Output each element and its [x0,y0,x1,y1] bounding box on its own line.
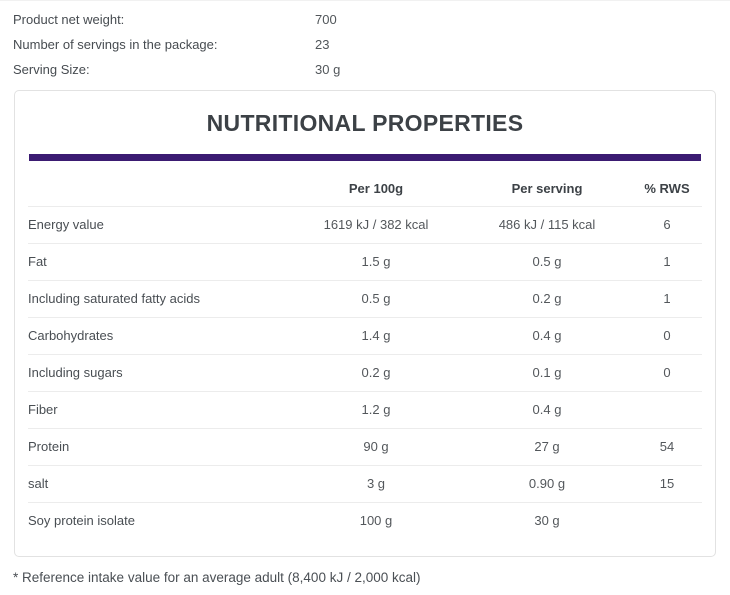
row-label-cell: Carbohydrates [28,317,290,355]
rws-cell: 1 [632,280,702,318]
net-weight-label: Product net weight: [13,12,125,27]
table-row: Including saturated fatty acids 0.5 g 0.2 … [28,280,702,318]
row-label-cell: Including saturated fatty acids [28,280,290,318]
table-row: Fiber 1.2 g 0.4 g [28,391,702,429]
per-serving-cell: 0.1 g [462,354,632,392]
info-row-net-weight: Product net weight: 700 [13,7,730,32]
info-row-servings-count: Number of servings in the package: 23 [13,32,730,57]
header-rws: % RWS [644,181,690,196]
table-row: Energy value 1619 kJ / 382 kcal 486 kJ / 1… [28,206,702,244]
serving-size-value: 30 g [315,62,341,77]
servings-count-label: Number of servings in the package: [13,37,218,52]
rws-cell [632,502,702,539]
rws-cell: 0 [632,317,702,355]
rws-cell [632,391,702,429]
info-row-serving-size: Serving Size: 30 g [13,57,730,82]
panel-title: NUTRITIONAL PROPERTIES [206,110,524,136]
reference-intake-footnote: * Reference intake value for an average … [13,570,421,585]
per-100g-cell: 1.4 g [290,317,462,355]
nutrition-table-body: Energy value 1619 kJ / 382 kcal 486 kJ / 1… [28,206,702,539]
table-row: Soy protein isolate 100 g 30 g [28,502,702,539]
serving-size-label: Serving Size: [13,62,90,77]
per-100g-cell: 1619 kJ / 382 kcal [290,206,462,244]
net-weight-value: 700 [315,12,337,27]
accent-divider-bar [29,154,701,161]
per-serving-cell: 0.4 g [462,391,632,429]
nutritional-properties-panel: NUTRITIONAL PROPERTIES Per 100g Per serv… [14,90,716,557]
servings-count-value: 23 [315,37,330,52]
per-100g-cell: 3 g [290,465,462,503]
per-100g-cell: 0.2 g [290,354,462,392]
nutrition-table: Per 100g Per serving % RWS Energy value 1… [28,161,702,539]
nutrition-header-row: Per 100g Per serving % RWS [28,161,702,207]
per-100g-cell: 1.2 g [290,391,462,429]
per-serving-cell: 30 g [462,502,632,539]
per-100g-cell: 1.5 g [290,243,462,281]
row-label-cell: Protein [28,428,290,466]
row-label-cell: Including sugars [28,354,290,392]
per-serving-cell: 0.4 g [462,317,632,355]
per-serving-cell: 486 kJ / 115 kcal [462,206,632,244]
row-label-cell: salt [28,465,290,503]
product-info-section: Product net weight: 700 Number of servin… [0,0,730,82]
table-row: Protein 90 g 27 g 54 [28,428,702,466]
per-serving-cell: 0.90 g [462,465,632,503]
rws-cell: 1 [632,243,702,281]
rws-cell: 15 [632,465,702,503]
per-100g-cell: 90 g [290,428,462,466]
header-empty-cell [28,161,290,207]
per-serving-cell: 0.5 g [462,243,632,281]
row-label-cell: Soy protein isolate [28,502,290,539]
per-serving-cell: 0.2 g [462,280,632,318]
row-label-cell: Fat [28,243,290,281]
nutrition-table-head: Per 100g Per serving % RWS [28,161,702,207]
table-row: salt 3 g 0.90 g 15 [28,465,702,503]
per-100g-cell: 100 g [290,502,462,539]
rws-cell: 54 [632,428,702,466]
row-label-cell: Fiber [28,391,290,429]
per-100g-cell: 0.5 g [290,280,462,318]
header-per-100g: Per 100g [348,181,404,196]
rws-cell: 6 [632,206,702,244]
header-per-serving: Per serving [511,181,583,196]
per-serving-cell: 27 g [462,428,632,466]
rws-cell: 0 [632,354,702,392]
row-label-cell: Energy value [28,206,290,244]
